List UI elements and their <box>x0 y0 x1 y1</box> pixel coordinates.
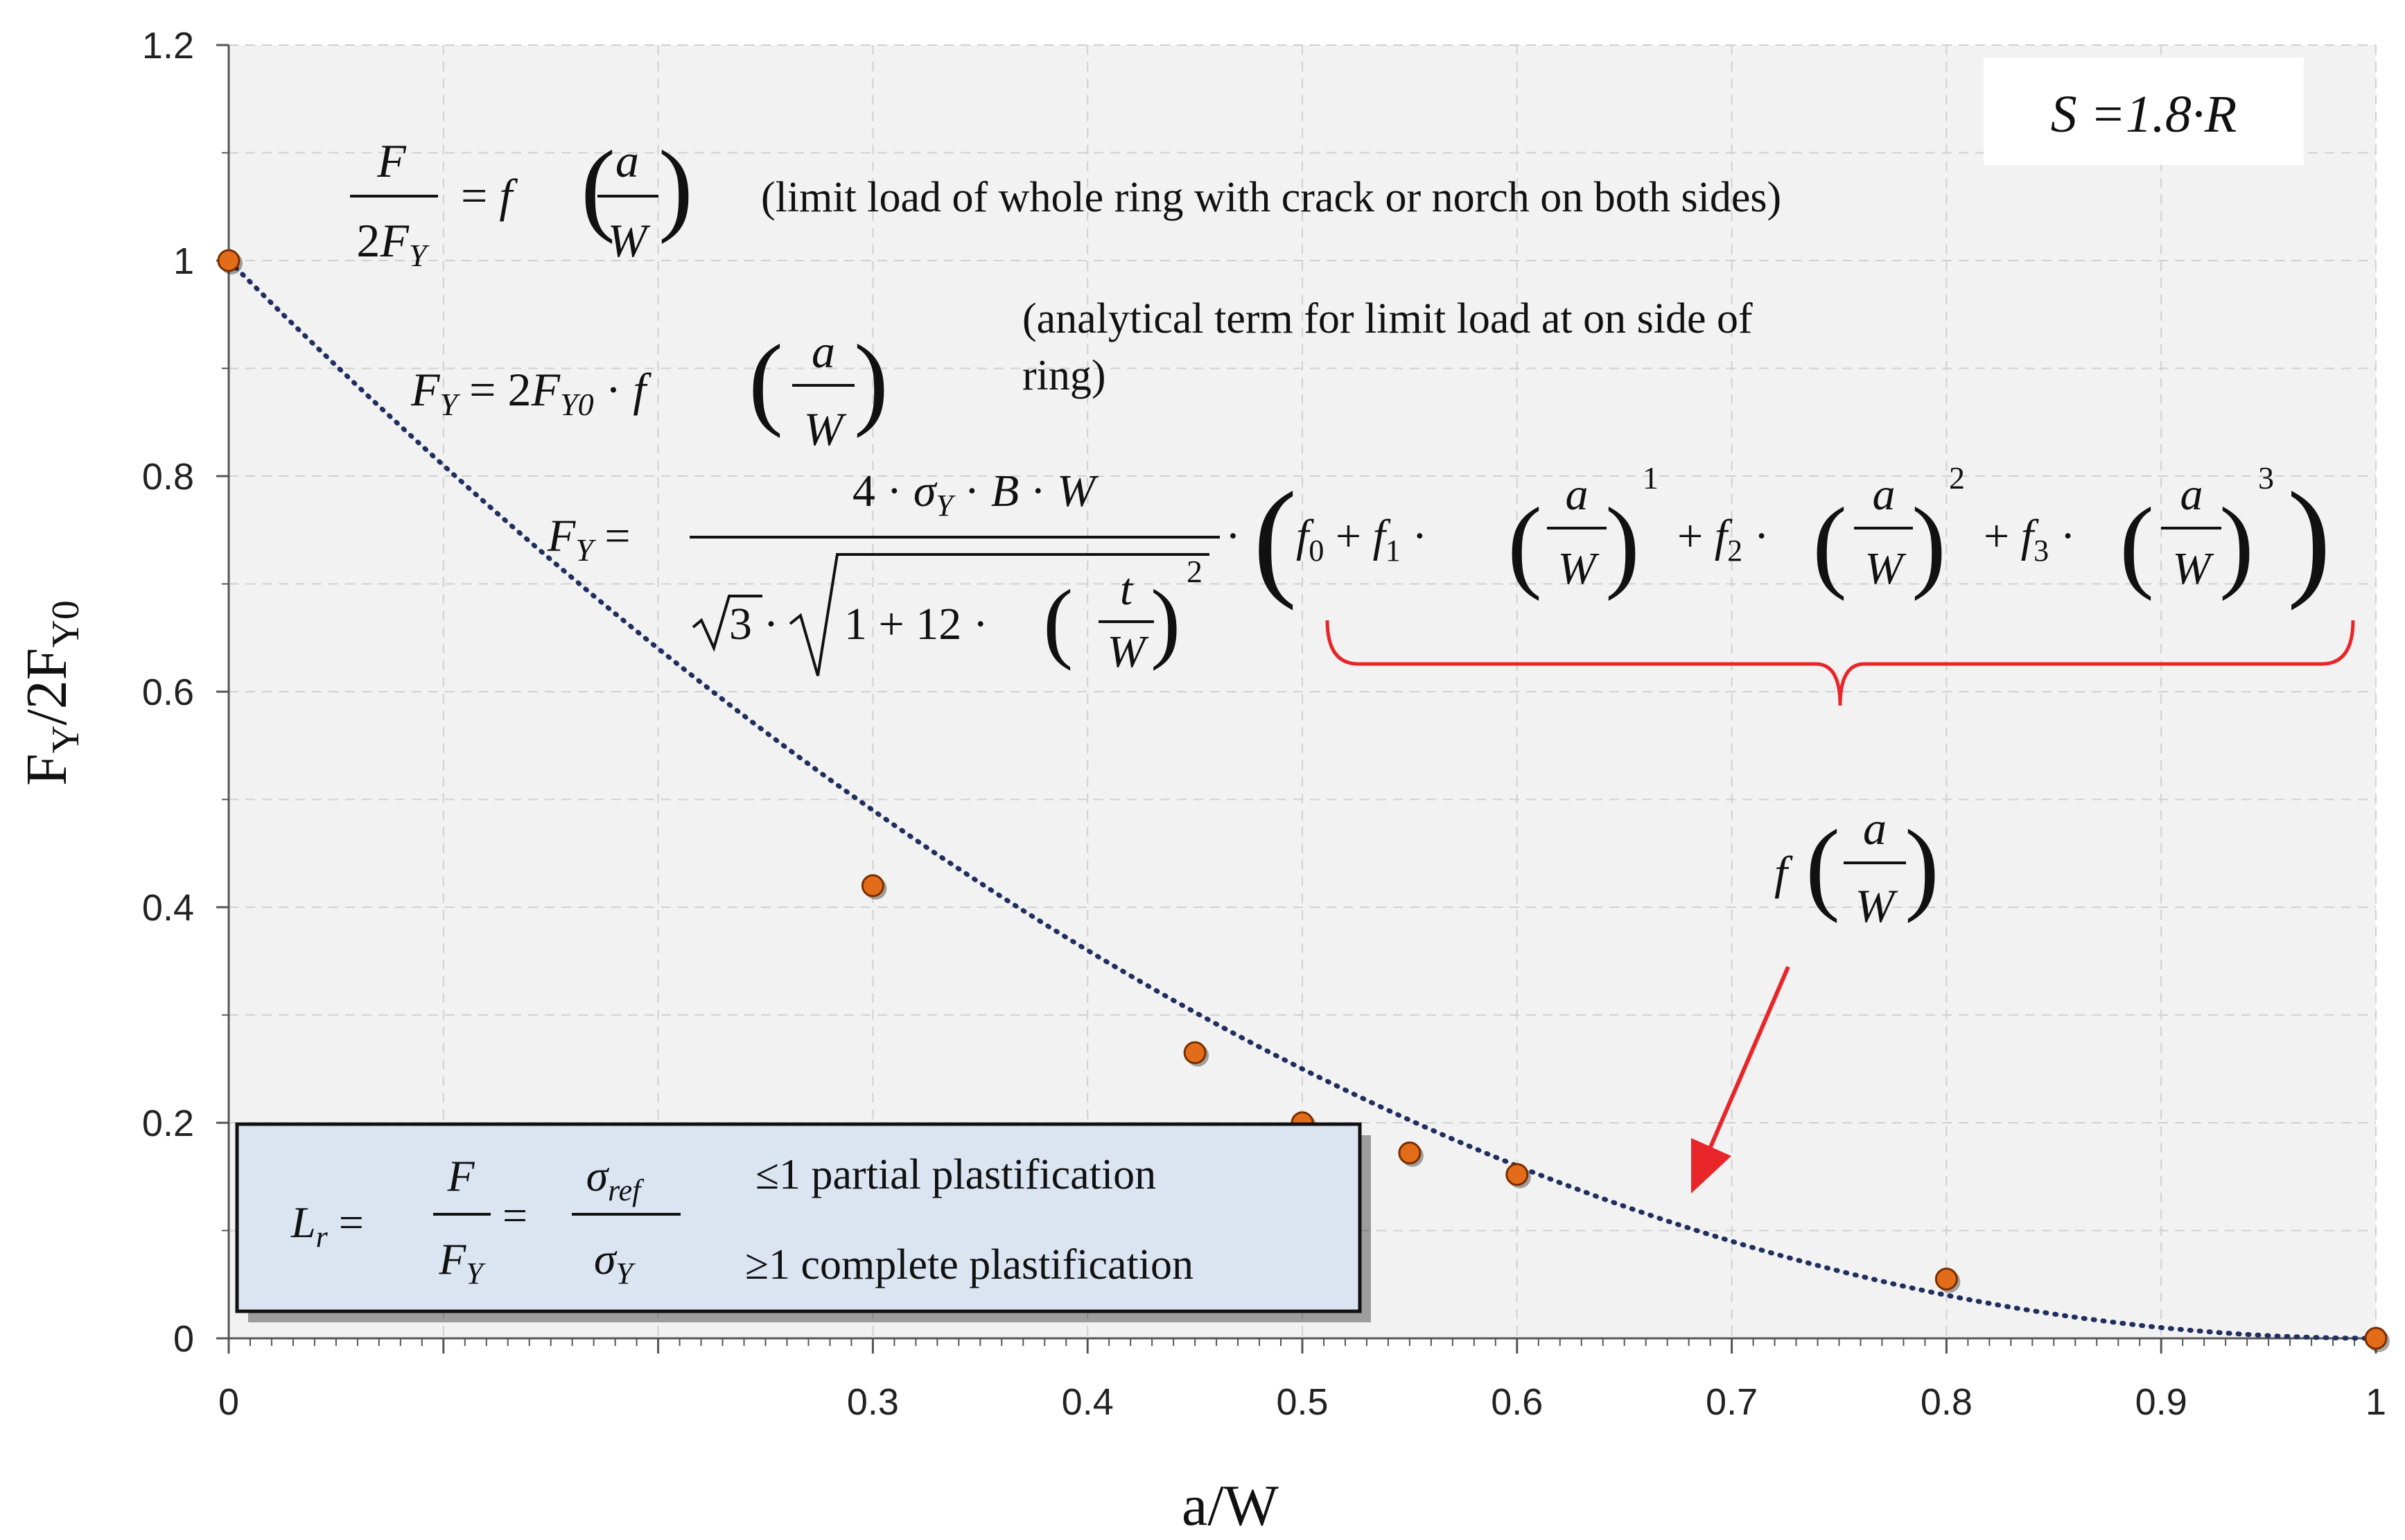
lr-box: Lr = F FY = σref σY ≤1 partial plastific… <box>235 1122 1371 1322</box>
y-tick-label: 0.2 <box>142 1103 194 1144</box>
svg-text:Lr =: Lr = <box>290 1198 364 1254</box>
svg-text:): ) <box>1605 487 1640 602</box>
svg-text:2FY: 2FY <box>356 214 430 273</box>
x-tick-label: 0.8 <box>1921 1381 1973 1423</box>
svg-text:): ) <box>2219 487 2254 602</box>
x-axis-title: a/W <box>1182 1473 1279 1538</box>
svg-text:4 · σY · B · W: 4 · σY · B · W <box>852 466 1099 523</box>
y-tick-labels: 0 0.2 0.4 0.6 0.8 1 1.2 <box>142 25 229 1360</box>
data-point <box>1505 1163 1531 1189</box>
x-tick-label: 0.9 <box>2135 1381 2187 1423</box>
y-tick-label: 0 <box>173 1318 194 1360</box>
trend-line <box>226 258 2379 1341</box>
y-tick-label: 0.6 <box>142 672 194 713</box>
svg-text:FY =: FY = <box>547 511 631 568</box>
svg-text:): ) <box>1912 487 1946 602</box>
svg-text:FY: FY <box>438 1234 486 1290</box>
svg-text:=: = <box>502 1191 527 1240</box>
data-point <box>2364 1327 2390 1352</box>
svg-text:(: ( <box>581 130 615 245</box>
svg-text:3 ·: 3 · <box>729 599 778 649</box>
formula-fy-2fy0: FY = 2FY0 · f ( a W ) <box>410 324 889 455</box>
svg-text:σY: σY <box>594 1234 636 1290</box>
red-arrow <box>1691 965 1790 1193</box>
svg-text:a: a <box>1863 802 1887 855</box>
y-tick-label: 1 <box>173 240 194 282</box>
svg-text:W: W <box>1108 627 1149 677</box>
svg-text:): ) <box>1905 809 1939 924</box>
parameter-box: S =1.8·R <box>1984 58 2304 165</box>
x-tick-label: 0.5 <box>1276 1381 1328 1423</box>
svg-text:W: W <box>2173 543 2214 594</box>
svg-text:a: a <box>2180 469 2203 520</box>
svg-text:(: ( <box>1043 572 1073 672</box>
svg-text:): ) <box>1151 572 1180 672</box>
x-tick-label: 0 <box>218 1381 239 1423</box>
svg-text:): ) <box>854 324 889 439</box>
svg-text:1 + 12 ·: 1 + 12 · <box>844 599 988 649</box>
svg-text:= f: = f <box>461 169 518 222</box>
y-tick-label: 0.4 <box>142 887 194 929</box>
svg-text:): ) <box>658 130 693 245</box>
note-analytical-line2: ring) <box>1022 352 1106 399</box>
svg-text:(: ( <box>1812 487 1847 602</box>
x-tick-label: 0.7 <box>1706 1381 1758 1423</box>
svg-text:W: W <box>1865 543 1907 594</box>
svg-text:): ) <box>2287 466 2331 611</box>
svg-text:W: W <box>804 403 847 455</box>
x-tick-label: 0.4 <box>1062 1381 1114 1423</box>
data-point <box>1398 1141 1424 1167</box>
svg-text:W: W <box>608 214 651 267</box>
svg-text:2: 2 <box>1187 554 1202 589</box>
svg-text:σref: σref <box>586 1151 645 1207</box>
x-tick-label: 0.6 <box>1491 1381 1543 1423</box>
note-analytical-line1: (analytical term for limit load at on si… <box>1022 295 1753 342</box>
parameter-text: S =1.8·R <box>2051 85 2237 143</box>
data-point <box>1183 1041 1209 1067</box>
svg-text:F: F <box>446 1151 475 1200</box>
data-point <box>861 874 887 900</box>
red-brace <box>1325 620 2355 706</box>
lr-partial: ≤1 partial plastification <box>755 1151 1156 1198</box>
svg-text:FY/2FY0: FY/2FY0 <box>15 600 87 786</box>
y-axis-title: FY/2FY0 <box>15 600 87 786</box>
f-label: f ( a W ) <box>1774 802 1939 932</box>
svg-text:3: 3 <box>2258 460 2274 496</box>
svg-text:a: a <box>615 134 639 187</box>
y-tick-label: 0.8 <box>142 456 194 498</box>
formula-f-over-2fy: F 2FY = f ( a W ) <box>350 130 693 273</box>
svg-text:(: ( <box>1507 487 1542 602</box>
svg-text:a: a <box>812 325 835 378</box>
svg-text:W: W <box>1855 880 1898 932</box>
svg-text:a: a <box>1566 469 1589 520</box>
data-point <box>217 249 243 274</box>
svg-text:(: ( <box>2119 487 2154 602</box>
svg-text:t: t <box>1120 564 1134 615</box>
svg-text:F: F <box>376 134 407 187</box>
svg-text:f0 + f1 ·: f0 + f1 · <box>1296 511 1427 568</box>
note-whole-ring: (limit load of whole ring with crack or … <box>761 174 1781 221</box>
svg-text:(: ( <box>1805 809 1840 924</box>
x-tick-label: 1 <box>2365 1381 2386 1423</box>
svg-text:+ f2 ·: + f2 · <box>1677 511 1769 568</box>
data-point <box>1934 1267 1961 1293</box>
svg-text:W: W <box>1558 543 1600 594</box>
svg-text:+ f3 ·: + f3 · <box>1984 511 2076 568</box>
svg-text:a: a <box>1873 469 1896 520</box>
x-tick-labels: 0 0.3 0.4 0.5 0.6 0.7 0.8 0.9 1 <box>218 1338 2386 1423</box>
svg-text:·: · <box>1225 511 1241 561</box>
svg-text:(: ( <box>749 324 783 439</box>
lr-complete: ≥1 complete plastification <box>745 1241 1193 1288</box>
svg-text:(: ( <box>1253 466 1297 611</box>
y-tick-label: 1.2 <box>142 25 194 67</box>
svg-text:1: 1 <box>1643 460 1659 496</box>
x-tick-label: 0.3 <box>847 1381 899 1423</box>
svg-text:2: 2 <box>1949 460 1965 496</box>
formula-analytic: FY = 4 · σY · B · W 3 · 1 + 12 · ( t W )… <box>547 460 2331 677</box>
